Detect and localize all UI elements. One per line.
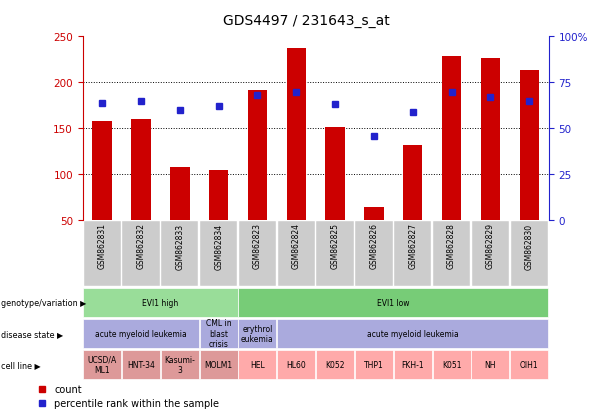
- Text: percentile rank within the sample: percentile rank within the sample: [54, 398, 219, 408]
- Bar: [433, 222, 470, 286]
- Text: Kasumi-
3: Kasumi- 3: [164, 355, 196, 374]
- Text: GSM862828: GSM862828: [447, 223, 456, 269]
- Text: FKH-1: FKH-1: [402, 360, 424, 369]
- Bar: [83, 222, 121, 286]
- Bar: [278, 222, 315, 286]
- Bar: [326, 127, 345, 221]
- Text: GSM862825: GSM862825: [330, 223, 340, 269]
- Text: THP1: THP1: [364, 360, 384, 369]
- Text: MOLM1: MOLM1: [205, 360, 233, 369]
- Bar: [519, 71, 539, 221]
- Bar: [209, 171, 228, 221]
- Bar: [472, 222, 509, 286]
- Text: acute myeloid leukemia: acute myeloid leukemia: [95, 329, 187, 338]
- Text: GSM862831: GSM862831: [97, 223, 107, 269]
- Bar: [510, 350, 548, 379]
- Bar: [122, 350, 160, 379]
- Bar: [394, 222, 432, 286]
- Text: GSM862824: GSM862824: [292, 223, 301, 269]
- Bar: [394, 350, 432, 379]
- Bar: [200, 350, 238, 379]
- Bar: [248, 90, 267, 221]
- Text: GSM862834: GSM862834: [214, 223, 223, 269]
- Bar: [83, 288, 238, 317]
- Bar: [161, 222, 199, 286]
- Bar: [511, 222, 548, 286]
- Bar: [316, 222, 354, 286]
- Text: OIH1: OIH1: [520, 360, 539, 369]
- Bar: [239, 222, 276, 286]
- Text: GDS4497 / 231643_s_at: GDS4497 / 231643_s_at: [223, 14, 390, 28]
- Bar: [471, 350, 509, 379]
- Bar: [83, 319, 199, 348]
- Text: CML in
blast
crisis: CML in blast crisis: [206, 319, 232, 348]
- Bar: [355, 350, 393, 379]
- Text: EVI1 low: EVI1 low: [377, 298, 409, 307]
- Text: GSM862826: GSM862826: [370, 223, 378, 269]
- Bar: [170, 168, 189, 221]
- Bar: [316, 350, 354, 379]
- Text: K052: K052: [326, 360, 345, 369]
- Text: HEL: HEL: [250, 360, 265, 369]
- Bar: [93, 122, 112, 221]
- Text: disease state ▶: disease state ▶: [1, 329, 63, 338]
- Bar: [238, 288, 548, 317]
- Bar: [287, 49, 306, 221]
- Bar: [364, 207, 384, 221]
- Text: genotype/variation ▶: genotype/variation ▶: [1, 298, 86, 307]
- Bar: [238, 319, 276, 348]
- Text: erythrol
eukemia: erythrol eukemia: [241, 324, 274, 343]
- Text: GSM862833: GSM862833: [175, 223, 185, 269]
- Bar: [442, 57, 462, 221]
- Bar: [277, 319, 548, 348]
- Text: count: count: [54, 384, 82, 394]
- Bar: [200, 319, 238, 348]
- Text: GSM862823: GSM862823: [253, 223, 262, 269]
- Text: NH: NH: [485, 360, 496, 369]
- Text: GSM862827: GSM862827: [408, 223, 417, 269]
- Bar: [83, 350, 121, 379]
- Text: GSM862829: GSM862829: [486, 223, 495, 269]
- Text: GSM862830: GSM862830: [525, 223, 534, 269]
- Bar: [481, 59, 500, 221]
- Text: EVI1 high: EVI1 high: [142, 298, 178, 307]
- Text: HNT-34: HNT-34: [127, 360, 155, 369]
- Bar: [131, 120, 151, 221]
- Text: acute myeloid leukemia: acute myeloid leukemia: [367, 329, 459, 338]
- Bar: [433, 350, 471, 379]
- Bar: [123, 222, 159, 286]
- Text: GSM862832: GSM862832: [137, 223, 145, 269]
- Bar: [200, 222, 237, 286]
- Bar: [277, 350, 315, 379]
- Text: cell line ▶: cell line ▶: [1, 360, 41, 369]
- Text: HL60: HL60: [286, 360, 306, 369]
- Text: UCSD/A
ML1: UCSD/A ML1: [88, 355, 117, 374]
- Text: K051: K051: [442, 360, 462, 369]
- Bar: [161, 350, 199, 379]
- Bar: [356, 222, 392, 286]
- Bar: [403, 146, 422, 221]
- Bar: [238, 350, 276, 379]
